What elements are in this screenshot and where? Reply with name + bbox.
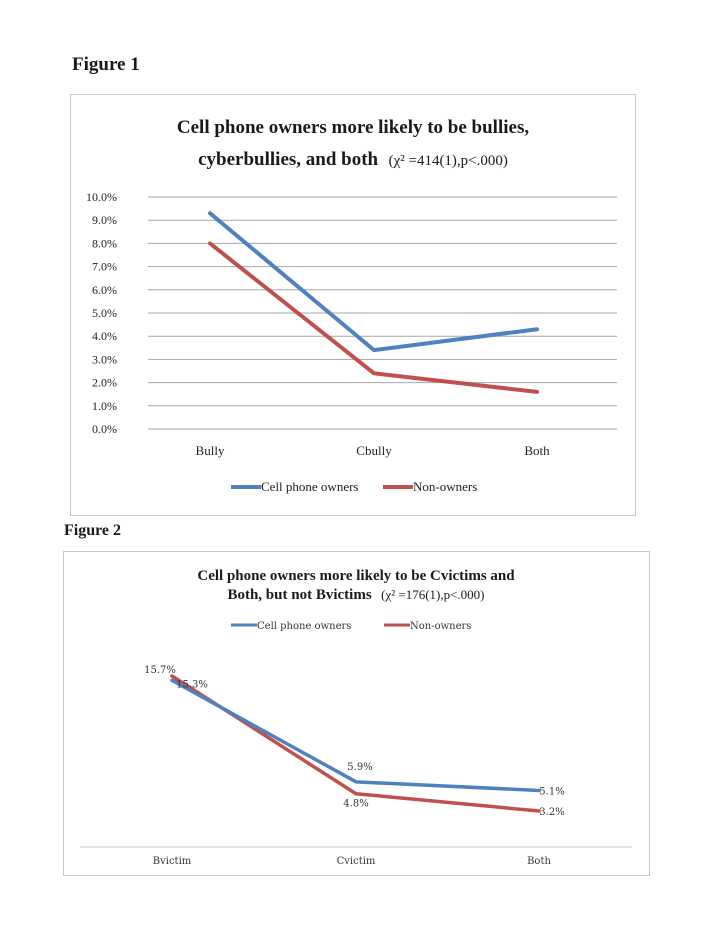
- chart-1-y-tick-label: 10.0%: [86, 190, 117, 204]
- chart-1-title-stat: (χ² =414(1),p<.000): [389, 153, 508, 169]
- chart-1-y-tick-label: 6.0%: [92, 283, 117, 297]
- chart-2-title-line1: Cell phone owners more likely to be Cvic…: [197, 568, 515, 584]
- chart-2-legend-label: Cell phone owners: [257, 621, 351, 632]
- chart-1-svg: Cell phone owners more likely to be bull…: [86, 117, 617, 494]
- chart-2-title-stat: (χ² =176(1),p<.000): [381, 587, 484, 602]
- chart-1-y-tick-label: 9.0%: [92, 213, 117, 227]
- chart-2-title-line2: Both, but not Bvictims (χ² =176(1),p<.00…: [227, 586, 484, 603]
- chart-1-y-tick-label: 1.0%: [92, 399, 117, 413]
- chart-1-y-ticks: 0.0% 1.0% 2.0% 3.0% 4.0% 5.0% 6.0% 7.0% 8.0% 9.0%…: [86, 190, 117, 436]
- chart-2-legend-label: Non-owners: [410, 621, 471, 632]
- chart-1-series: [208, 211, 539, 394]
- chart-2-data-label: 5.1%: [539, 786, 564, 797]
- chart-2-x-category-label: Both: [527, 856, 551, 867]
- chart-1-legend-label: Non-owners: [413, 479, 477, 494]
- chart-1-gridlines: [148, 196, 617, 430]
- chart-2-series-line-nonowners: [170, 674, 541, 813]
- chart-1-y-tick-label: 4.0%: [92, 329, 117, 343]
- chart-2-data-label: 3.2%: [539, 807, 564, 818]
- chart-1-series-line-owners: [208, 211, 539, 353]
- chart-1-series-line-nonowners: [208, 241, 539, 394]
- figure-2-label: Figure 2: [64, 522, 122, 539]
- chart-1-x-category-label: Both: [524, 443, 550, 458]
- chart-1-y-tick-label: 2.0%: [92, 376, 117, 390]
- chart-1-panel: Cell phone owners more likely to be bull…: [70, 94, 636, 516]
- chart-2-title-line2-main: Both, but not Bvictims: [227, 587, 371, 603]
- chart-1-x-category-label: Bully: [196, 443, 225, 458]
- chart-1-y-tick-label: 0.0%: [92, 422, 117, 436]
- chart-2-data-label: 15.7%: [144, 665, 176, 676]
- chart-1-y-tick-label: 7.0%: [92, 260, 117, 274]
- chart-1-x-category-label: Cbully: [356, 443, 392, 458]
- chart-1-y-tick-label: 5.0%: [92, 306, 117, 320]
- chart-1-x-categories: Bully Cbully Both: [196, 443, 551, 458]
- chart-1-title-line2: cyberbullies, and both (χ² =414(1),p<.00…: [198, 149, 508, 170]
- figure-1-label: Figure 1: [72, 54, 140, 75]
- chart-2-data-label: 15.3%: [176, 679, 208, 690]
- chart-2-legend: Cell phone owners Non-owners: [231, 621, 471, 632]
- chart-2-series-line-owners: [170, 678, 541, 793]
- chart-2-data-label: 4.8%: [343, 799, 368, 810]
- chart-2-x-category-label: Bvictim: [153, 856, 192, 867]
- chart-2-x-categories: Bvictim Cvictim Both: [153, 856, 552, 867]
- chart-1-legend: Cell phone owners Non-owners: [231, 479, 477, 494]
- chart-2-series: [170, 674, 541, 813]
- chart-1-y-tick-label: 8.0%: [92, 236, 117, 250]
- chart-2-data-labels: 15.3% 5.9% 5.1% 15.7% 4.8% 3.2%: [144, 665, 565, 818]
- chart-2-data-label: 5.9%: [347, 762, 372, 773]
- chart-1-title-line1: Cell phone owners more likely to be bull…: [177, 117, 529, 138]
- chart-2-panel: Cell phone owners more likely to be Cvic…: [63, 551, 650, 876]
- chart-2-x-category-label: Cvictim: [337, 856, 376, 867]
- chart-1-legend-label: Cell phone owners: [261, 479, 358, 494]
- chart-1-y-tick-label: 3.0%: [92, 352, 117, 366]
- chart-1-title-line2-main: cyberbullies, and both: [198, 149, 378, 170]
- chart-2-svg: Cell phone owners more likely to be Cvic…: [80, 568, 632, 867]
